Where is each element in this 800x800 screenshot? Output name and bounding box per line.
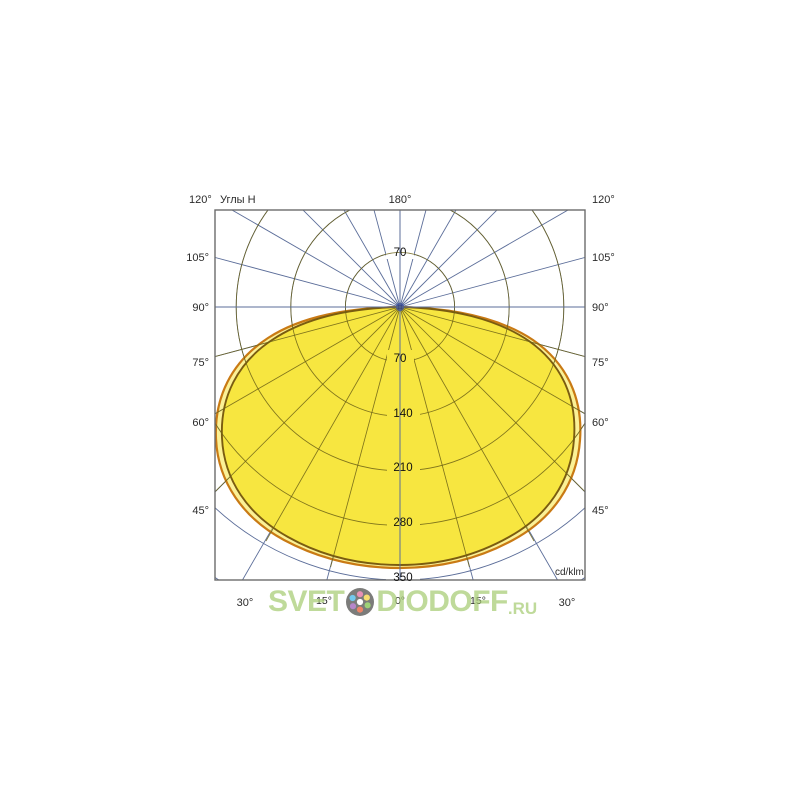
ring-label-70-upper: 70: [394, 247, 407, 259]
axis-tick-right-60: 60°: [592, 417, 609, 429]
axis-tick-left-120: 120°: [189, 194, 212, 206]
axis-tick-right-90: 90°: [592, 302, 609, 314]
ring-label-280: 280: [393, 517, 412, 529]
axis-tick-right-105: 105°: [592, 252, 615, 264]
axis-tick-left-105: 105°: [186, 252, 209, 264]
axis-tick-left-45: 45°: [192, 505, 209, 517]
ring-label-140: 140: [393, 408, 412, 420]
axis-tick-bottom-0: 0°: [395, 595, 405, 607]
axis-tick-bottom-15-right: 15°: [470, 595, 486, 607]
axis-tick-bottom-15-left: 15°: [316, 595, 332, 607]
ring-label-350: 350: [393, 572, 412, 584]
axis-tick-right-120: 120°: [592, 194, 615, 206]
unit-label-cd-klm: cd/klm: [555, 567, 584, 578]
axis-tick-left-75: 75°: [192, 357, 209, 369]
ring-label-70: 70: [394, 353, 407, 365]
plot-frame: [214, 209, 586, 581]
axis-tick-top-180: 180°: [389, 194, 412, 206]
axis-tick-left-90: 90°: [192, 302, 209, 314]
ring-label-210: 210: [393, 462, 412, 474]
axis-tick-left-60: 60°: [192, 417, 209, 429]
axis-tick-left-30: 30°: [237, 597, 254, 609]
intensity-curve-group: [215, 210, 585, 575]
axis-tick-right-30: 30°: [559, 597, 576, 609]
axis-tick-right-45: 45°: [592, 505, 609, 517]
angle-axis-title: Углы Н: [220, 194, 256, 206]
axis-tick-right-75: 75°: [592, 357, 609, 369]
